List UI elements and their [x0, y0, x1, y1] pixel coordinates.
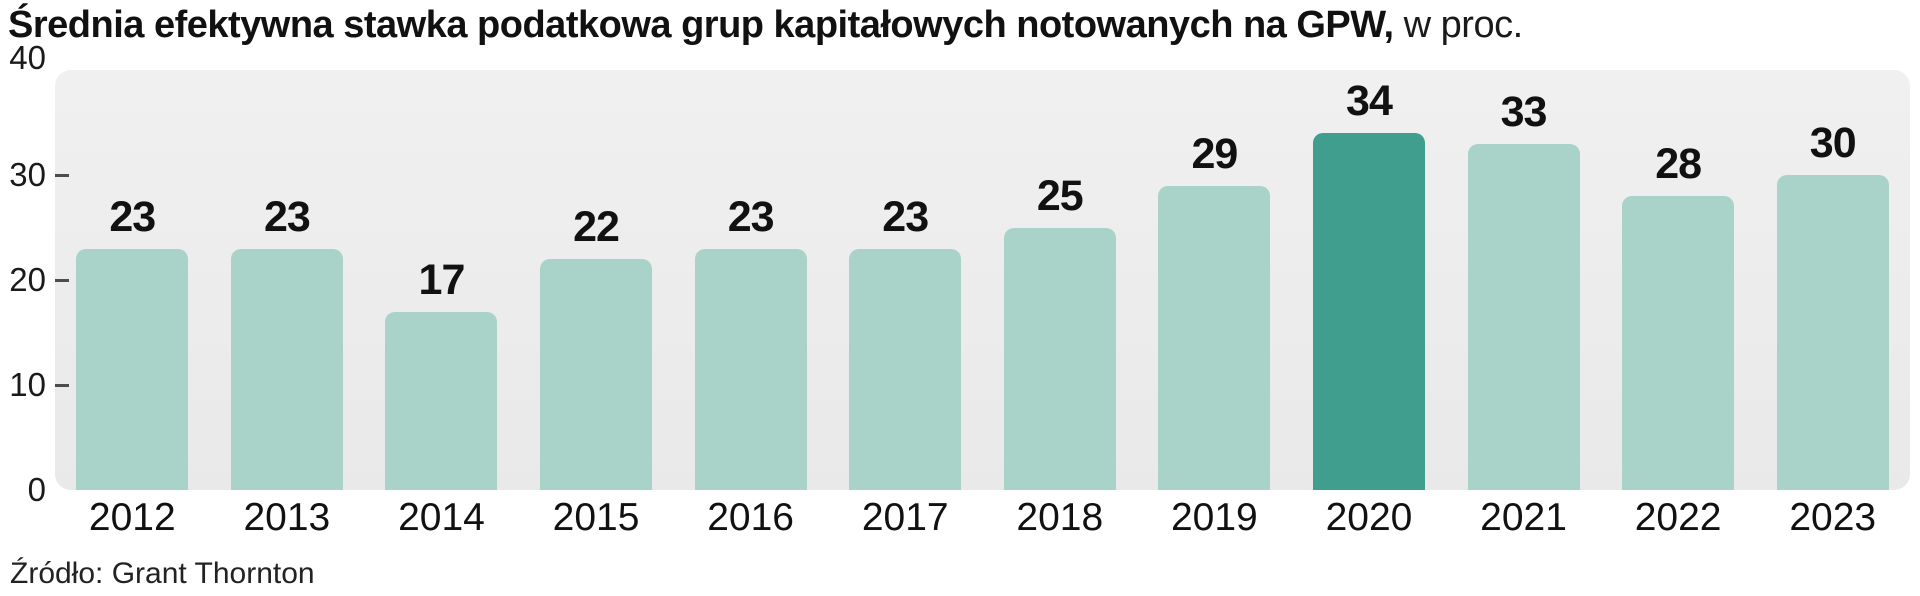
bar-value-label: 23 [263, 192, 311, 241]
plot-area [55, 70, 1910, 490]
x-axis-label: 2013 [243, 496, 331, 539]
bar-value-label: 25 [1036, 171, 1084, 220]
bar-2017 [849, 248, 962, 490]
bar-value-label: 28 [1655, 140, 1702, 188]
chart-title: Średnia efektywna stawka podatkowa grup … [8, 4, 1523, 47]
chart-title-main: Średnia efektywna stawka podatkowa grup … [8, 4, 1394, 46]
x-axis-label: 2012 [88, 496, 176, 539]
bar-2020 [1312, 133, 1425, 490]
x-axis-label: 2014 [398, 496, 485, 539]
bar-value-label: 30 [1809, 119, 1857, 167]
x-axis-label: 2020 [1325, 496, 1413, 539]
bar-2013 [230, 248, 343, 490]
bar-value-label: 34 [1346, 77, 1393, 125]
bar-2019 [1158, 185, 1271, 490]
bar-2012 [76, 248, 189, 490]
bar-value-label: 23 [727, 192, 775, 241]
y-tick-label: 40 [9, 39, 46, 76]
x-axis-label: 2016 [707, 496, 794, 539]
y-tick-label: 0 [27, 471, 46, 508]
bar-2023 [1776, 175, 1889, 490]
x-axis-label: 2023 [1789, 496, 1877, 539]
bar-value-label: 23 [109, 192, 156, 241]
x-axis-label: 2018 [1016, 496, 1104, 539]
bar-2018 [1003, 227, 1116, 490]
bar-value-label: 17 [418, 255, 466, 304]
bar-2015 [540, 259, 653, 490]
bar-value-label: 23 [882, 192, 929, 241]
bar-2016 [694, 248, 807, 490]
bar-2014 [385, 311, 498, 490]
bar-2021 [1467, 143, 1580, 490]
y-tick-label: 30 [9, 156, 46, 193]
bar-value-label: 22 [573, 203, 620, 251]
source-label: Źródło: Grant Thornton [10, 557, 315, 590]
y-tick-label: 10 [9, 366, 46, 403]
chart-title-unit: w proc. [1403, 4, 1523, 46]
bar-2022 [1622, 196, 1735, 490]
bar-value-label: 33 [1500, 87, 1548, 136]
y-tick-label: 20 [9, 261, 46, 298]
x-axis-label: 2019 [1170, 496, 1258, 539]
x-axis-label: 2021 [1480, 496, 1567, 539]
bar-value-label: 29 [1191, 129, 1238, 178]
x-axis-label: 2015 [552, 496, 640, 539]
x-axis-label: 2022 [1634, 496, 1722, 539]
y-tick-mark [55, 278, 69, 282]
x-axis-label: 2017 [861, 496, 949, 539]
y-tick-mark [55, 173, 69, 177]
y-tick-mark [55, 383, 69, 387]
